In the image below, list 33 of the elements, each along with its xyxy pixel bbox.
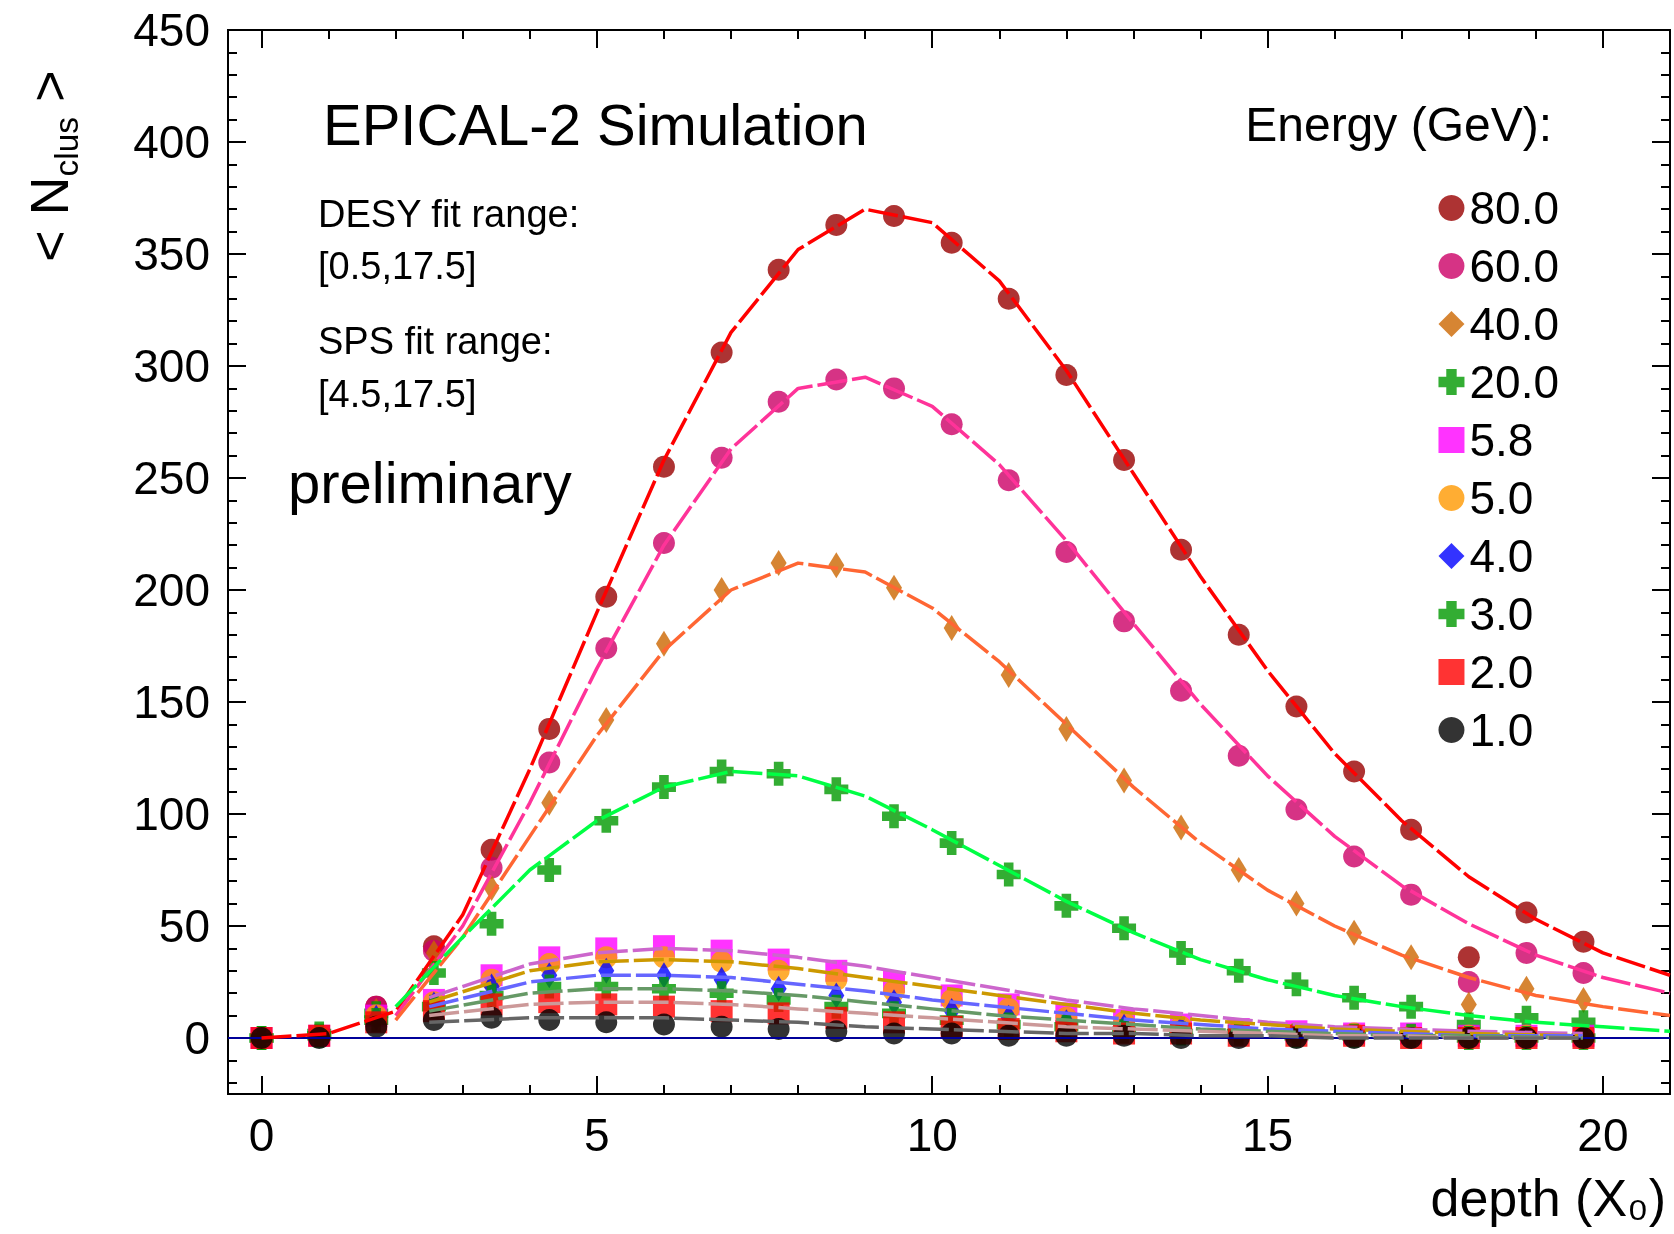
- x-tick-label: 20: [1577, 1109, 1629, 1161]
- legend-label: 5.8: [1469, 414, 1534, 466]
- y-tick-label: 250: [133, 452, 210, 504]
- text: EPICAL-2 Simulation: [323, 91, 868, 157]
- y-tick-label: 300: [133, 340, 210, 392]
- legend-title: Energy (GeV):: [1245, 97, 1553, 151]
- y-tick-label: 400: [133, 116, 210, 168]
- x-tick-label: 10: [906, 1109, 958, 1161]
- x-axis-title: depth (X₀): [1430, 1169, 1666, 1227]
- legend-label: 2.0: [1469, 646, 1534, 698]
- x-tick-label: 5: [584, 1109, 610, 1161]
- y-tick-label: 350: [133, 228, 210, 280]
- y-tick-label: 100: [133, 788, 210, 840]
- y-tick-label: 50: [158, 900, 210, 952]
- x-tick-label: 0: [248, 1109, 275, 1161]
- legend-label: 5.0: [1469, 472, 1534, 524]
- annotation: DESY fit range:: [318, 193, 580, 235]
- annotation: SPS fit range:: [318, 320, 553, 362]
- annotation: [0.5,17.5]: [318, 245, 477, 287]
- legend-label: 40.0: [1469, 298, 1559, 350]
- legend-label: 20.0: [1469, 356, 1559, 408]
- y-tick-label: 200: [133, 564, 210, 616]
- y-tick-label: 150: [133, 676, 210, 728]
- annotation: [4.5,17.5]: [318, 373, 477, 415]
- legend-label: 60.0: [1469, 240, 1559, 292]
- legend-label: 1.0: [1469, 704, 1534, 756]
- y-tick-label: 0: [184, 1012, 210, 1064]
- legend-label: 4.0: [1469, 530, 1534, 582]
- legend-label: 3.0: [1469, 588, 1534, 640]
- y-tick-label: 450: [133, 4, 210, 56]
- legend-label: 80.0: [1469, 182, 1559, 234]
- annotation: preliminary: [288, 449, 572, 515]
- x-tick-label: 15: [1242, 1109, 1294, 1161]
